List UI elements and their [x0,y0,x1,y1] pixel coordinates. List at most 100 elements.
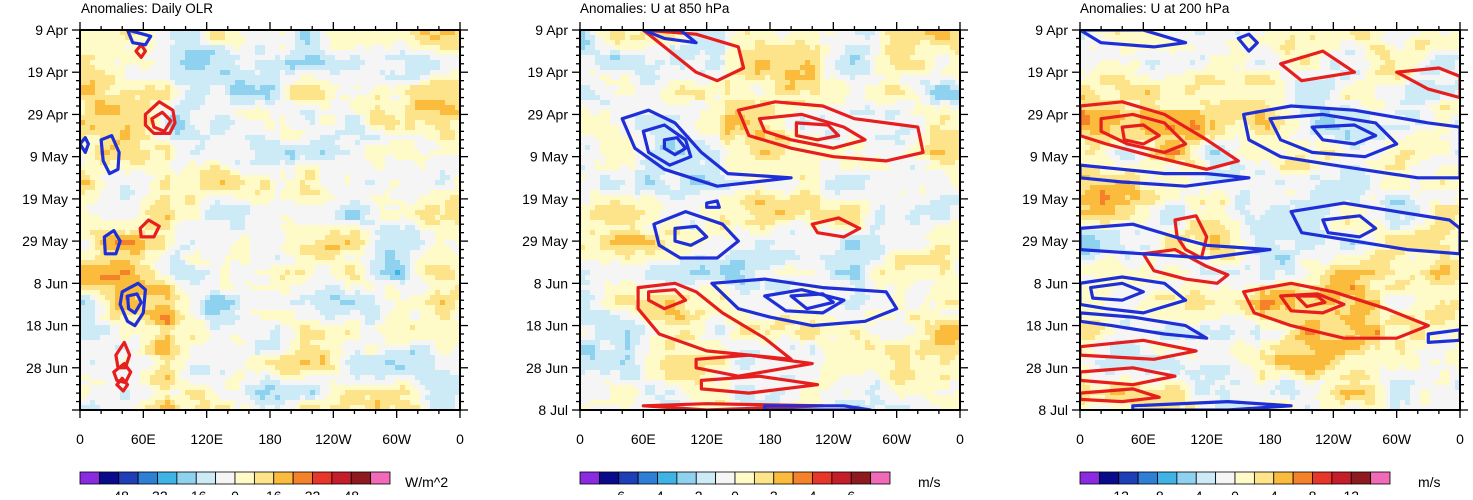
colorbar-swatch [313,472,332,484]
x-tick-label: 0 [1076,431,1084,447]
panel-3-units: m/s [1418,474,1441,490]
colorbar-swatch [371,472,390,484]
heatmap-field [580,30,961,411]
colorbar-swatch [677,472,696,484]
x-tick-label: 0 [76,431,84,447]
x-tick-label: 60W [382,431,412,447]
colorbar-swatch [774,472,793,484]
heatmap-field [80,30,461,411]
colorbar-swatch [851,472,870,484]
colorbar-swatch [177,472,196,484]
colorbar-swatch [293,472,312,484]
colorbar-swatch [1371,472,1390,484]
colorbar-label: 4 [1270,488,1278,495]
y-tick-label: 8 Jun [534,275,568,291]
colorbar-swatch [351,472,370,484]
colorbar-label: -32 [147,488,167,495]
y-tick-label: 28 Jun [1026,360,1068,376]
y-tick-label: 8 Jun [34,275,68,291]
colorbar-label: 0 [231,488,239,495]
x-tick-label: 0 [456,431,464,447]
colorbar-label: 12 [1344,488,1360,495]
colorbar-swatch [813,472,832,484]
y-tick-label: 19 May [522,191,568,207]
colorbar-label: -4 [1190,488,1203,495]
colorbar-label: -4 [651,488,664,495]
y-tick-label: 29 May [1022,233,1068,249]
colorbar-label: -2 [690,488,703,495]
colorbar-label: 48 [344,488,360,495]
x-tick-label: 120E [1190,431,1223,447]
colorbar-label: -12 [1109,488,1129,495]
colorbar-label: 8 [1309,488,1317,495]
y-tick-label: 9 Apr [35,22,68,38]
colorbar-swatch [1138,472,1157,484]
y-tick-label: 9 May [30,149,68,165]
y-tick-label: 29 Apr [28,106,69,122]
colorbar-swatch [119,472,138,484]
colorbar-label: -16 [186,488,206,495]
x-tick-label: 120E [190,431,223,447]
x-tick-label: 120W [315,431,352,447]
colorbar-swatch [1177,472,1196,484]
colorbar-swatch [1332,472,1351,484]
y-tick-label: 29 May [522,233,568,249]
x-tick-label: 0 [576,431,584,447]
y-tick-label: 19 Apr [28,64,69,80]
colorbar-label: -48 [109,488,129,495]
colorbar-label: 2 [770,488,778,495]
panel-2-title: Anomalies: U at 850 hPa [580,1,729,16]
y-tick-label: 8 Jul [1038,402,1068,418]
x-tick-label: 180 [258,431,282,447]
colorbar-label: 32 [305,488,321,495]
colorbar-swatch [196,472,215,484]
colorbar-swatch [99,472,118,484]
x-tick-label: 0 [956,431,964,447]
colorbar-swatch [1158,472,1177,484]
x-tick-label: 60W [882,431,912,447]
y-tick-label: 19 Apr [528,64,569,80]
colorbar-label: -6 [613,488,626,495]
colorbar-label: -8 [1151,488,1164,495]
colorbar-swatch [1099,472,1118,484]
y-tick-label: 9 Apr [535,22,568,38]
colorbar-swatch [658,472,677,484]
colorbar-swatch [1216,472,1235,484]
colorbar-swatch [332,472,351,484]
y-tick-label: 9 May [1030,149,1068,165]
colorbar-swatch [235,472,254,484]
colorbar-swatch [1196,472,1215,484]
colorbar-swatch [1119,472,1138,484]
colorbar: -12-8-404812 [1080,472,1390,495]
colorbar: -6-4-20246 [580,472,890,495]
colorbar-swatch [793,472,812,484]
colorbar-swatch [1293,472,1312,484]
colorbar-swatch [254,472,273,484]
y-tick-label: 28 Jun [526,360,568,376]
colorbar-label: 0 [731,488,739,495]
colorbar-label: 16 [266,488,282,495]
y-tick-label: 8 Jul [538,402,568,418]
y-tick-label: 18 Jun [26,318,68,334]
x-tick-label: 180 [1258,431,1282,447]
x-tick-label: 0 [1456,431,1464,447]
y-tick-label: 18 Jun [526,318,568,334]
colorbar-swatch [871,472,890,484]
x-tick-label: 60W [1382,431,1412,447]
y-tick-label: 19 May [1022,191,1068,207]
x-tick-label: 120E [690,431,723,447]
colorbar-swatch [1254,472,1273,484]
colorbar: -48 -32 -16 0 16 32 48 [80,472,390,495]
colorbar-swatch [716,472,735,484]
y-tick-label: 19 Apr [1028,64,1069,80]
colorbar-swatch [580,472,599,484]
y-tick-label: 9 Apr [1035,22,1068,38]
y-tick-label: 28 Jun [26,360,68,376]
colorbar-swatch [735,472,754,484]
panel-1-units: W/m^2 [405,474,448,490]
